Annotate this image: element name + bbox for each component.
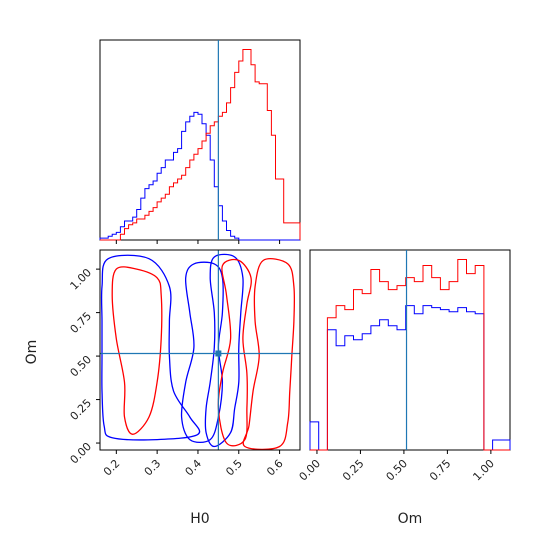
contour-frame [99, 249, 301, 451]
om-histogram-frame [309, 249, 511, 451]
h0-histogram-series-1 [100, 49, 301, 241]
contour-truth-marker [215, 350, 222, 357]
contour-series-0-level-1 [180, 261, 224, 444]
y-axis-label-om: Om [24, 340, 40, 365]
contour-series-1-level-1 [217, 258, 252, 447]
x-axis-label-h0: H0 [190, 511, 209, 527]
contour-series-0-level-0 [204, 253, 244, 448]
om-histogram-series-1 [310, 259, 510, 451]
contour-group [100, 253, 296, 450]
contour-series-1-level-2 [111, 266, 163, 435]
x-axis-label-om: Om [398, 511, 423, 527]
contour-series-1-level-0 [242, 258, 296, 450]
contour-series-0-level-2 [100, 254, 201, 441]
h0-histogram-frame [99, 39, 301, 241]
om-histogram-series-0 [309, 305, 511, 451]
h0-histogram-series-0 [99, 111, 300, 241]
